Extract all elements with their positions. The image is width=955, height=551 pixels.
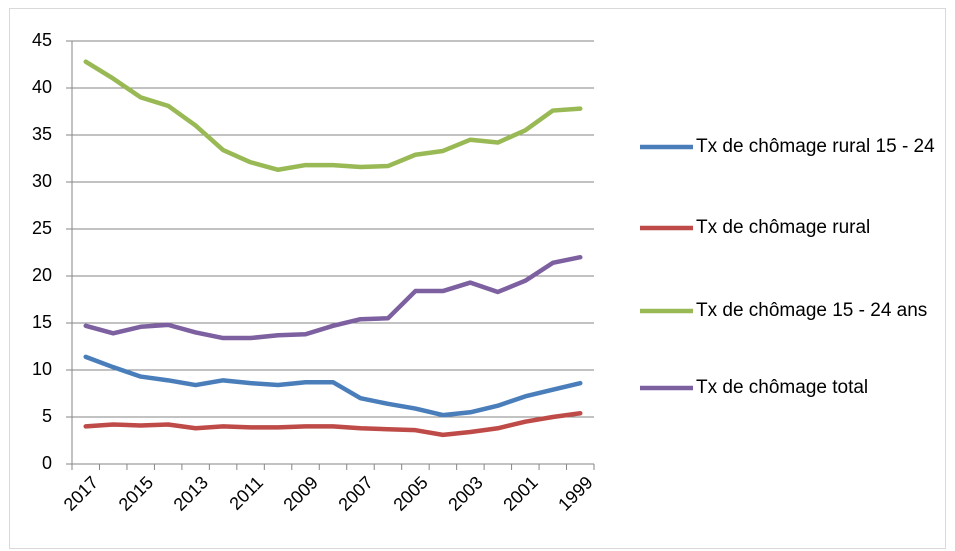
legend-label: Tx de chômage 15 - 24 ans [696,300,928,321]
y-tick-label: 5 [42,406,52,426]
y-tick-label: 0 [42,453,52,473]
legend-label: Tx de chômage rural [696,217,871,238]
line-series [83,59,583,173]
line-series [83,410,583,438]
x-tick-label: 2013 [170,472,212,514]
y-tick-label: 35 [32,124,52,144]
line-series [83,354,583,418]
x-tick-label: 2007 [334,472,376,514]
y-tick-label: 45 [32,30,52,50]
x-tick-label: 2009 [279,472,321,514]
y-tick-label: 10 [32,359,52,379]
y-tick-label: 15 [32,312,52,332]
x-tick-label: 2001 [499,472,541,514]
y-tick-label: 20 [32,265,52,285]
line-series [83,254,583,341]
y-tick-label: 25 [32,218,52,238]
x-tick-label: 2003 [444,472,486,514]
x-tick-label: 2005 [389,472,431,514]
x-tick-label: 2017 [60,472,102,514]
chart-border [9,8,946,549]
legend-label: Tx de chômage rural 15 - 24 [696,136,935,157]
y-tick-label: 40 [32,77,52,97]
x-tick-label: 2011 [225,472,267,514]
y-tick-label: 30 [32,171,52,191]
legend-label: Tx de chômage total [696,377,869,398]
x-tick-label: 2015 [115,472,157,514]
x-tick-label: 1999 [554,472,596,514]
